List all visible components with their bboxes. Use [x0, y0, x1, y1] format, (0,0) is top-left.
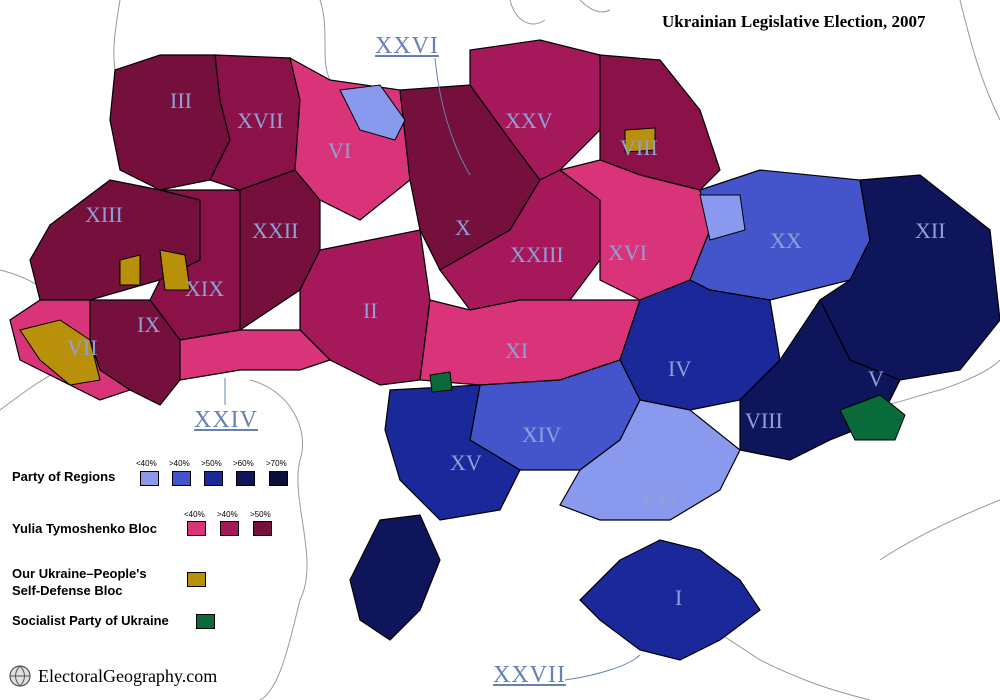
callout-xxvi: XXVI: [375, 33, 439, 59]
source-logo: ElectoralGeography.com: [8, 664, 217, 688]
legend-swatch: [236, 471, 255, 486]
region-iii: [109, 54, 231, 191]
border-line-11: [959, 0, 1000, 121]
legend-swatch: [172, 471, 191, 486]
border-line-7: [319, 0, 331, 81]
regions-party-territory: [349, 169, 1000, 661]
region-label: XIV: [522, 422, 561, 447]
legend-swatch: [187, 521, 206, 536]
region-label: XXV: [505, 108, 553, 133]
legend-party-regions-label: Party of Regions: [12, 469, 116, 484]
callout-line-xxvii: [564, 654, 641, 681]
region-label: X: [455, 215, 471, 240]
legend-swatch-label: >50%: [201, 459, 222, 468]
callout-xxvii: XXVII: [493, 662, 566, 688]
regions-light-area: [339, 84, 406, 141]
region-label: XXI: [638, 488, 677, 513]
region-numerals: III XVII VI XXV VIII XIII XXII X XXIII X…: [67, 88, 946, 610]
region-label: III: [170, 88, 192, 113]
legend-swatch-label: >50%: [250, 510, 271, 519]
legend-swatch-label: >40%: [217, 510, 238, 519]
our-ukraine-area-4: [624, 127, 656, 153]
border-line-3: [249, 379, 308, 700]
region-label: XIII: [85, 202, 123, 227]
regions-light-area-2: [699, 194, 746, 241]
region-label: IV: [668, 356, 691, 381]
region-v-odesa-south: [349, 514, 441, 641]
callout-line-xxvi: [434, 57, 471, 176]
legend-swatch: [140, 471, 159, 486]
region-label: XVI: [608, 240, 647, 265]
region-label: XV: [450, 450, 482, 475]
border-line-6: [113, 0, 121, 81]
region-label: VIII: [620, 135, 658, 160]
globe-icon: [9, 665, 31, 687]
region-label: VIII: [745, 408, 783, 433]
border-line-5: [509, 0, 546, 25]
our-ukraine-area-2: [159, 249, 191, 291]
minor-party-areas: [19, 84, 906, 441]
region-ii: [299, 229, 431, 386]
region-label: VI: [328, 138, 351, 163]
socialist-area-1: [429, 371, 453, 393]
border-line-9: [879, 499, 1000, 561]
our-ukraine-area-3: [19, 319, 101, 386]
border-line-4: [579, 0, 611, 13]
region-label: XVII: [237, 108, 283, 133]
region-label: IX: [137, 312, 160, 337]
region-label: XII: [915, 218, 946, 243]
region-label: XX: [770, 228, 802, 253]
legend-swatch-label: <40%: [136, 459, 157, 468]
region-label: I: [675, 585, 682, 610]
legend-tymoshenko-label: Yulia Tymoshenko Bloc: [12, 521, 157, 536]
callout-xxiv: XXIV: [194, 407, 258, 433]
region-xxiv: [179, 329, 332, 381]
legend-swatch: [204, 471, 223, 486]
region-label: XXIII: [510, 242, 564, 267]
legend-socialist-label: Socialist Party of Ukraine: [12, 613, 169, 628]
legend-swatch: [187, 572, 206, 587]
region-label: XI: [505, 338, 528, 363]
legend-swatch: [220, 521, 239, 536]
map-title: Ukrainian Legislative Election, 2007: [662, 12, 926, 31]
legend-swatch-label: >40%: [169, 459, 190, 468]
legend-swatch: [269, 471, 288, 486]
region-xv: [384, 384, 521, 521]
socialist-area-2: [839, 394, 906, 441]
legend-swatch: [196, 614, 215, 629]
callout-lines: [224, 57, 641, 681]
region-label: XXII: [252, 218, 298, 243]
legend-swatch-label: <40%: [184, 510, 205, 519]
region-label: II: [363, 298, 378, 323]
legend-our-ukraine-label: Our Ukraine–People's Self-Defense Bloc: [12, 566, 147, 598]
source-text: ElectoralGeography.com: [38, 665, 218, 686]
region-crimea: [579, 539, 761, 661]
tymoshenko-regions: [9, 39, 721, 406]
legend-swatch-label: >70%: [266, 459, 287, 468]
region-label: V: [868, 366, 884, 391]
legend-swatch: [253, 521, 272, 536]
region-label: XIX: [185, 276, 224, 301]
our-ukraine-area-1: [119, 254, 141, 286]
region-xxi: [559, 399, 741, 521]
region-label: VII: [67, 335, 98, 360]
legend-swatch-label: >60%: [233, 459, 254, 468]
